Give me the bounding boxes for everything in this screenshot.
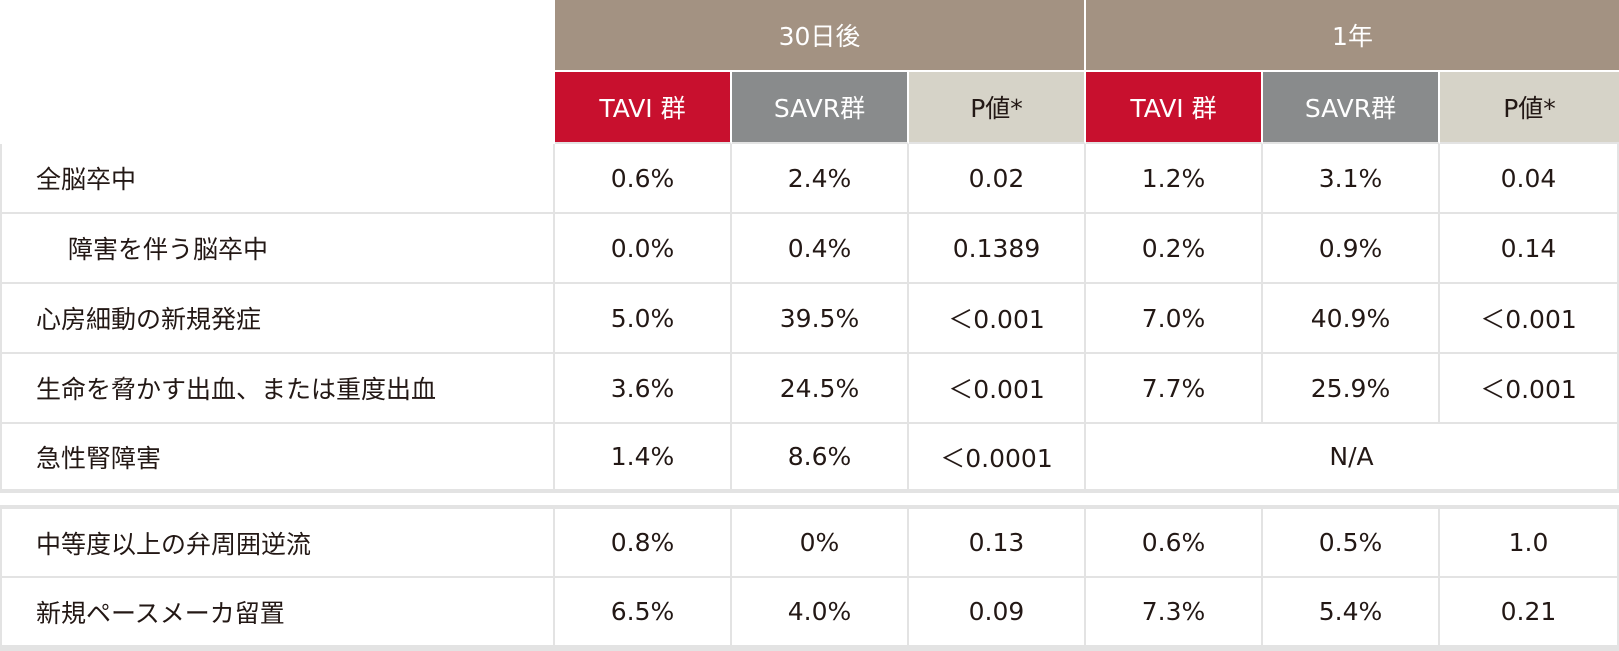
row-label: 障害を伴う脳卒中 [0, 214, 555, 284]
table-cell: ＜0.0001 [909, 424, 1086, 491]
period-header-30days: 30日後 [555, 0, 1086, 72]
row-label: 新規ペースメーカ留置 [0, 578, 555, 647]
table-cell: 0.9% [1263, 214, 1440, 284]
table-cell: ＜0.001 [1440, 284, 1619, 354]
table-cell: ＜0.001 [909, 354, 1086, 424]
table-cell: 2.4% [732, 144, 909, 214]
table-cell: 5.0% [555, 284, 732, 354]
column-header-savr-30d: SAVR群 [732, 72, 909, 144]
table-cell: 1.4% [555, 424, 732, 491]
table-cell: 25.9% [1263, 354, 1440, 424]
table-cell: 0.1389 [909, 214, 1086, 284]
table-cell: ＜0.001 [909, 284, 1086, 354]
table-cell: 0.5% [1263, 509, 1440, 578]
row-label: 生命を脅かす出血、または重度出血 [0, 354, 555, 424]
table-cell: 3.1% [1263, 144, 1440, 214]
row-label: 中等度以上の弁周囲逆流 [0, 509, 555, 578]
table-cell: 0.6% [555, 144, 732, 214]
table-cell: 0.8% [555, 509, 732, 578]
table-cell: 0.6% [1086, 509, 1263, 578]
table-cell: 0.13 [909, 509, 1086, 578]
table-cell: 0% [732, 509, 909, 578]
column-header-tavi-30d: TAVI 群 [555, 72, 732, 144]
section-gap [0, 491, 1619, 509]
table-cell: ＜0.001 [1440, 354, 1619, 424]
table-cell: 1.0 [1440, 509, 1619, 578]
table-cell: 6.5% [555, 578, 732, 647]
table-cell: 0.14 [1440, 214, 1619, 284]
table-cell: 24.5% [732, 354, 909, 424]
table-cell: 0.21 [1440, 578, 1619, 647]
table-cell: 39.5% [732, 284, 909, 354]
table-cell: 1.2% [1086, 144, 1263, 214]
table-cell: 0.2% [1086, 214, 1263, 284]
row-label: 心房細動の新規発症 [0, 284, 555, 354]
table-cell: 40.9% [1263, 284, 1440, 354]
table-cell: 0.04 [1440, 144, 1619, 214]
column-header-p-1y: P値* [1440, 72, 1619, 144]
table-cell: 0.09 [909, 578, 1086, 647]
table-cell: 8.6% [732, 424, 909, 491]
column-header-savr-1y: SAVR群 [1263, 72, 1440, 144]
table-cell: 4.0% [732, 578, 909, 647]
row-label: 全脳卒中 [0, 144, 555, 214]
table-corner [0, 0, 555, 144]
table-cell: 0.02 [909, 144, 1086, 214]
table-cell: 0.0% [555, 214, 732, 284]
table-cell: 7.3% [1086, 578, 1263, 647]
na-cell: N/A [1086, 424, 1619, 491]
period-header-1year: 1年 [1086, 0, 1619, 72]
table-cell: 3.6% [555, 354, 732, 424]
table-cell: 5.4% [1263, 578, 1440, 647]
table-cell: 0.4% [732, 214, 909, 284]
row-label: 急性腎障害 [0, 424, 555, 491]
table-cell: 7.7% [1086, 354, 1263, 424]
table-cell: 7.0% [1086, 284, 1263, 354]
column-header-p-30d: P値* [909, 72, 1086, 144]
column-header-tavi-1y: TAVI 群 [1086, 72, 1263, 144]
